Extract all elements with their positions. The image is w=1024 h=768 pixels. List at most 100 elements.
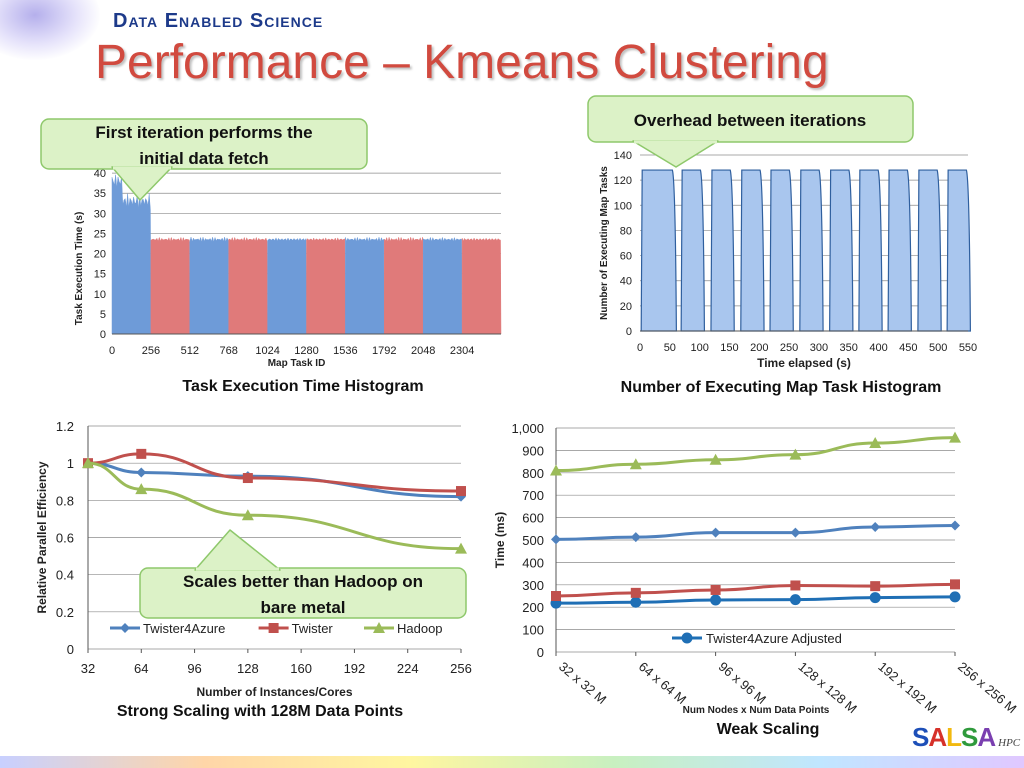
caption-executing-map-tasks: Number of Executing Map Task Histogram: [621, 379, 942, 396]
y-tick-label: 20: [620, 301, 632, 313]
x-tick-label: 2048: [411, 345, 435, 357]
series-line: [555, 595, 956, 605]
y-tick-label: 600: [522, 511, 544, 526]
y-tick-label: 1.2: [56, 419, 74, 434]
y-tick-label: 15: [94, 269, 106, 281]
y-tick-label: 700: [522, 488, 544, 503]
y-tick-label: 0.2: [56, 605, 74, 620]
x-tick-label: 64: [134, 661, 148, 676]
histogram-block: [150, 236, 191, 335]
legend-label: Hadoop: [397, 621, 443, 636]
legend-label: Twister4Azure Adjusted: [706, 631, 842, 646]
data-point: [136, 448, 147, 459]
data-point: [789, 594, 801, 606]
y-tick-label: 25: [94, 228, 106, 240]
x-tick-label: 0: [637, 342, 643, 354]
data-point: [709, 453, 722, 465]
executing-map-tasks-chart: 0 20 40 60 80 100 120 140 0 50 100 150 200 250 300 350 4…: [599, 150, 977, 370]
iteration-area: [710, 169, 735, 332]
x-tick-label: 32 x 32 M: [556, 659, 609, 707]
y-tick-label: 10: [94, 289, 106, 301]
logo-hpc-suffix: HPC: [998, 737, 1021, 749]
histogram-block: [189, 236, 229, 335]
data-point: [551, 591, 561, 601]
iteration-area: [799, 169, 824, 332]
y-tick-label: 900: [522, 443, 544, 458]
y-tick-label: 60: [620, 251, 632, 263]
x-tick-label: 150: [720, 342, 738, 354]
x-tick-label: 256: [142, 345, 160, 357]
x-tick-label: 256: [450, 661, 472, 676]
y-tick-label: 0.6: [56, 531, 74, 546]
data-point: [949, 591, 961, 603]
x-tick-label: 300: [810, 342, 828, 354]
y-axis-title: Task Execution Time (s): [74, 212, 85, 326]
x-axis-title: Map Task ID: [268, 358, 326, 369]
x-tick-label: 0: [109, 345, 115, 357]
callout-first-iteration: First iteration performs the initial dat…: [40, 118, 368, 201]
x-axis-title: Time elapsed (s): [757, 356, 851, 370]
logo-letter: A: [928, 722, 947, 752]
x-tick-label: 64 x 64 M: [636, 659, 689, 707]
y-tick-label: 20: [94, 249, 106, 261]
x-tick-label: 50: [664, 342, 676, 354]
data-point: [135, 483, 148, 495]
logo-letter: A: [977, 722, 996, 752]
weak-scaling-chart: 0 100 200 300 400 500 600 700 800 900 1,000 32 x 32…: [493, 421, 1020, 716]
salsa-hpc-logo: SALSA HPC: [912, 722, 1020, 753]
y-tick-label: 0: [537, 645, 544, 660]
data-point: [870, 581, 881, 592]
x-tick-label: 1792: [372, 345, 396, 357]
task-execution-chart: 0 5 10 15 20 25 30 35 40 0 256 512 768 1024 1280 1536 17…: [74, 168, 502, 369]
series-line: [555, 436, 956, 473]
x-tick-label: 256 x 256 M: [955, 659, 1019, 716]
iteration-area: [740, 169, 765, 332]
x-tick-label: 450: [899, 342, 917, 354]
iteration-area: [858, 169, 883, 332]
data-point: [82, 457, 94, 469]
x-tick-label: 550: [959, 342, 977, 354]
x-tick-label: 100: [690, 342, 708, 354]
y-tick-label: 120: [614, 175, 632, 187]
x-axis-title: Number of Instances/Cores: [196, 685, 352, 699]
y-tick-label: 0.8: [56, 493, 74, 508]
data-point: [630, 532, 641, 543]
data-point: [242, 473, 253, 484]
x-tick-label: 32: [81, 661, 95, 676]
y-tick-label: 0.4: [56, 568, 74, 583]
callout-scales-better: Scales better than Hadoop on bare metal: [139, 529, 467, 619]
y-axis-title: Number of Executing Map Tasks: [599, 166, 610, 320]
histogram-block: [228, 236, 268, 335]
data-point: [950, 520, 960, 531]
callout-first-iteration-line2: initial data fetch: [139, 149, 268, 168]
data-point: [710, 527, 721, 538]
y-tick-label: 5: [100, 309, 106, 321]
y-tick-label: 100: [614, 200, 632, 212]
data-point: [869, 437, 882, 449]
histogram-block: [345, 236, 385, 335]
y-tick-label: 80: [620, 225, 632, 237]
x-tick-label: 192 x 192 M: [875, 659, 939, 716]
y-tick-label: 300: [522, 578, 544, 593]
x-tick-label: 96: [187, 661, 201, 676]
histogram-block: [306, 237, 346, 335]
x-tick-label: 2304: [450, 345, 474, 357]
y-tick-label: 30: [94, 208, 106, 220]
y-tick-label: 0: [100, 329, 106, 341]
x-tick-label: 350: [840, 342, 858, 354]
x-tick-label: 1280: [294, 345, 318, 357]
y-tick-label: 100: [522, 623, 544, 638]
data-point: [551, 534, 561, 545]
data-point: [870, 522, 881, 533]
data-point: [790, 527, 801, 538]
legend-marker: [268, 623, 279, 633]
y-tick-label: 140: [614, 150, 632, 162]
slide-title: Performance – Kmeans Clustering: [95, 36, 829, 89]
x-axis-title: Num Nodes x Num Data Points: [683, 705, 830, 716]
y-tick-label: 500: [522, 533, 544, 548]
y-axis-title: Relative Parallel Efficiency: [35, 461, 49, 613]
data-point: [136, 467, 147, 478]
y-tick-label: 800: [522, 466, 544, 481]
callout-overhead: Overhead between iterations: [587, 95, 914, 168]
